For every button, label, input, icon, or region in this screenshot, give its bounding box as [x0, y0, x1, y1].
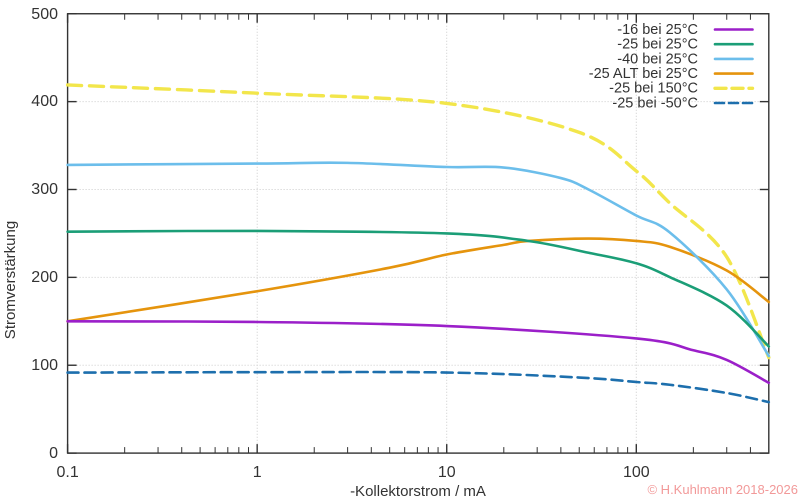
svg-text:100: 100	[31, 357, 58, 374]
svg-text:0: 0	[49, 445, 58, 462]
svg-text:0.1: 0.1	[56, 464, 78, 481]
svg-text:-Kollektorstrom / mA: -Kollektorstrom / mA	[350, 483, 486, 500]
svg-text:-25 bei 150°C: -25 bei 150°C	[609, 81, 698, 97]
svg-text:Stromverstärkung: Stromverstärkung	[2, 221, 19, 339]
svg-text:1: 1	[253, 464, 262, 481]
svg-text:100: 100	[623, 464, 650, 481]
svg-text:300: 300	[31, 181, 58, 198]
svg-text:-25 bei 25°C: -25 bei 25°C	[617, 37, 698, 53]
svg-text:400: 400	[31, 93, 58, 110]
svg-text:500: 500	[31, 6, 58, 23]
svg-text:-25 ALT bei 25°C: -25 ALT bei 25°C	[589, 66, 698, 82]
svg-text:200: 200	[31, 269, 58, 286]
svg-text:10: 10	[438, 464, 456, 481]
svg-text:-16 bei 25°C: -16 bei 25°C	[617, 22, 698, 38]
svg-text:-25 bei -50°C: -25 bei -50°C	[612, 95, 698, 111]
svg-text:-40 bei 25°C: -40 bei 25°C	[617, 51, 698, 67]
svg-text:© H.Kuhlmann 2018-2026: © H.Kuhlmann 2018-2026	[647, 482, 798, 497]
